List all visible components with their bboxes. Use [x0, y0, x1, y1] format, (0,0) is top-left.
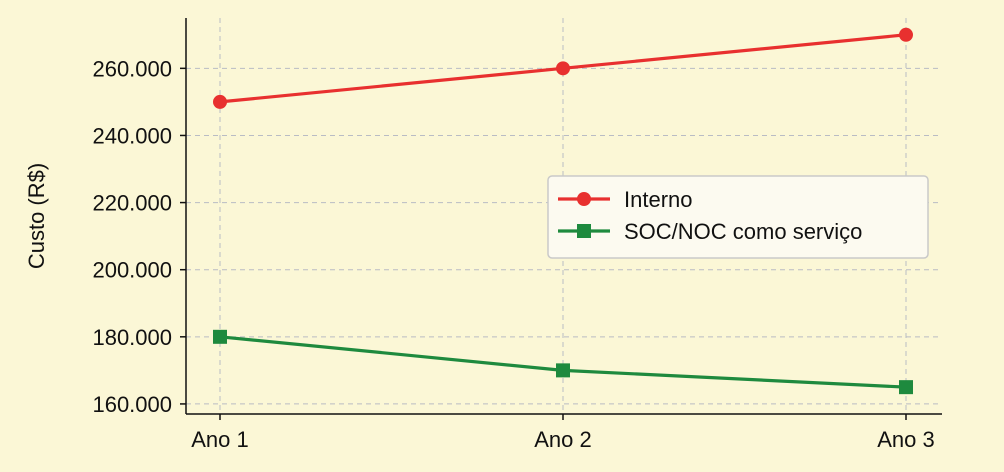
- x-tick-label: Ano 2: [534, 427, 592, 452]
- y-axis-title: Custo (R$): [24, 163, 49, 269]
- legend-box: [547, 175, 929, 259]
- ticks: 160.000 180.000 200.000 220.000 240.000 260.0…: [92, 56, 934, 452]
- series: [213, 27, 913, 395]
- legend-marker-interno: [577, 192, 591, 206]
- data-point-interno: [556, 61, 570, 76]
- data-point-soc-noc: [556, 363, 570, 378]
- x-tick-label: Ano 3: [877, 427, 935, 452]
- legend-label-soc-noc: SOC/NOC como serviço: [624, 219, 862, 244]
- data-point-soc-noc: [899, 380, 913, 395]
- data-point-interno: [213, 94, 227, 109]
- y-tick-label: 180.000: [92, 325, 172, 350]
- legend: Interno SOC/NOC como serviço: [547, 175, 929, 259]
- axes: [185, 18, 942, 415]
- y-tick-label: 240.000: [92, 123, 172, 148]
- legend-label-interno: Interno: [624, 187, 693, 212]
- legend-marker-soc-noc: [577, 224, 591, 238]
- y-tick-label: 260.000: [92, 56, 172, 81]
- y-tick-label: 160.000: [92, 392, 172, 417]
- x-tick-label: Ano 1: [191, 427, 249, 452]
- y-tick-label: 200.000: [92, 258, 172, 283]
- data-point-soc-noc: [213, 329, 227, 344]
- y-tick-label: 220.000: [92, 191, 172, 216]
- data-point-interno: [899, 27, 913, 42]
